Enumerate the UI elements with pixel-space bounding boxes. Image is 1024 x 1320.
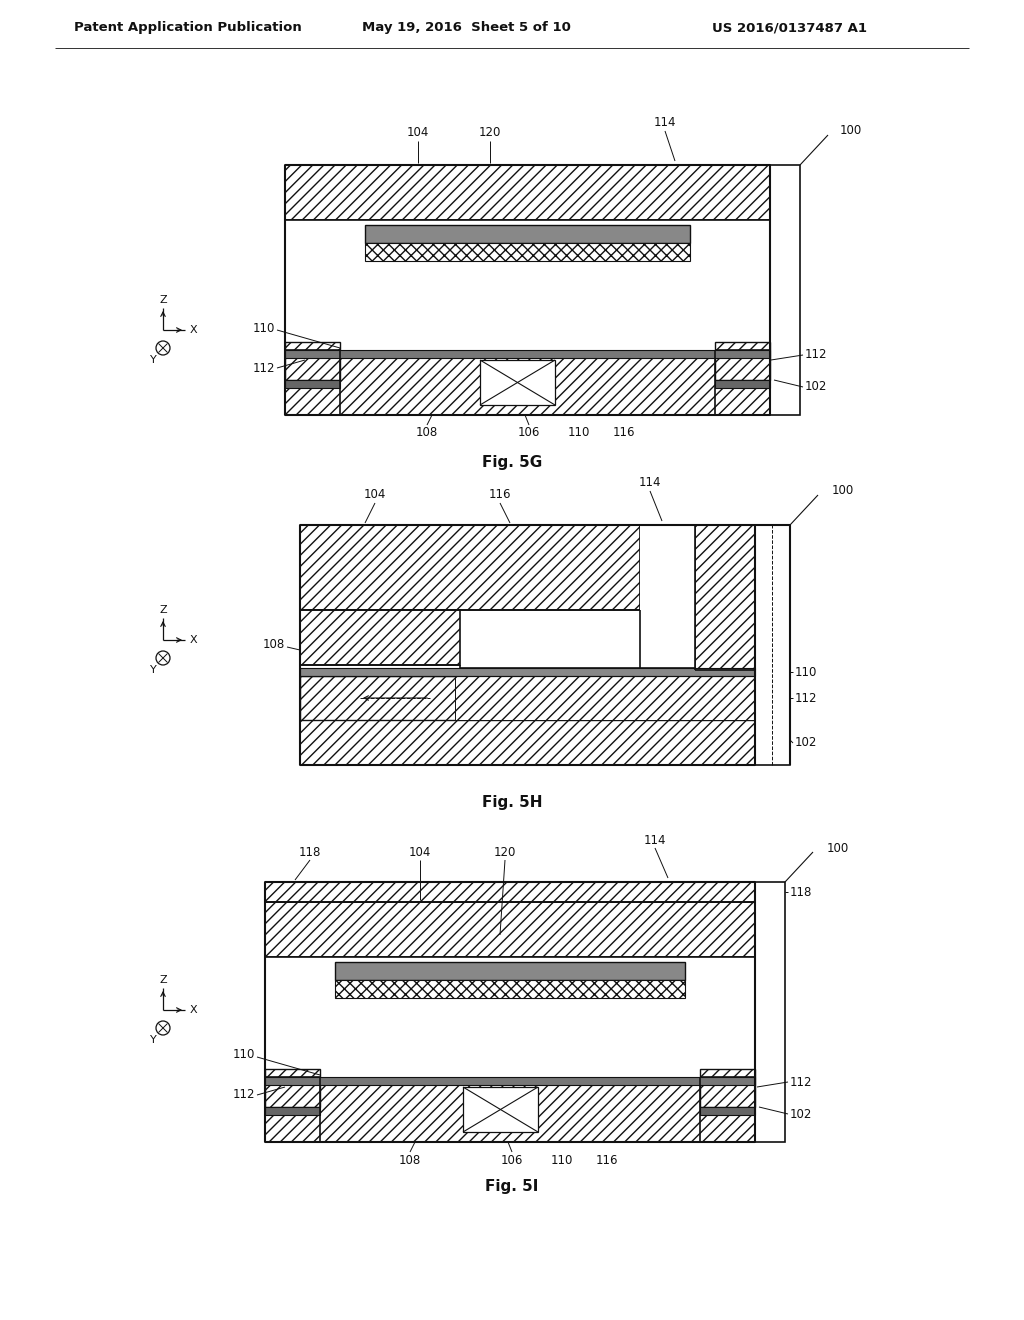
Text: 110: 110 xyxy=(253,322,275,334)
Text: Fig. 5G: Fig. 5G xyxy=(482,455,542,470)
Bar xyxy=(715,342,770,380)
Bar xyxy=(265,1077,755,1085)
Text: Z: Z xyxy=(159,605,167,615)
Text: 118: 118 xyxy=(299,846,322,858)
Text: 112: 112 xyxy=(253,362,275,375)
Bar xyxy=(300,676,755,719)
Text: 102: 102 xyxy=(805,380,827,393)
Bar xyxy=(715,380,770,388)
Circle shape xyxy=(156,1020,170,1035)
Bar xyxy=(300,610,460,665)
Text: 112: 112 xyxy=(795,692,817,705)
Text: 110: 110 xyxy=(232,1048,255,1061)
Text: 116: 116 xyxy=(612,426,635,440)
Text: 104: 104 xyxy=(407,127,429,140)
Text: Fig. 5I: Fig. 5I xyxy=(485,1180,539,1195)
Text: 116: 116 xyxy=(488,488,511,502)
Bar xyxy=(265,882,755,902)
Bar xyxy=(755,525,790,766)
Bar xyxy=(365,224,690,243)
Text: 106: 106 xyxy=(518,426,541,440)
Text: 114: 114 xyxy=(653,116,676,129)
Text: 108: 108 xyxy=(416,426,438,440)
Bar xyxy=(335,962,685,979)
Text: Patent Application Publication: Patent Application Publication xyxy=(74,21,302,34)
Bar xyxy=(285,380,340,388)
Bar xyxy=(770,165,800,414)
Circle shape xyxy=(156,651,170,665)
Bar xyxy=(300,719,755,766)
Text: 104: 104 xyxy=(364,488,386,502)
Text: Z: Z xyxy=(159,294,167,305)
Bar xyxy=(365,243,690,261)
Bar xyxy=(265,902,755,957)
Text: 110: 110 xyxy=(568,426,590,440)
Text: 100: 100 xyxy=(827,842,849,854)
Bar xyxy=(335,979,685,998)
Text: 110: 110 xyxy=(795,665,817,678)
Bar xyxy=(285,165,770,220)
Bar xyxy=(285,350,770,358)
Text: 112: 112 xyxy=(790,1076,812,1089)
Text: US 2016/0137487 A1: US 2016/0137487 A1 xyxy=(713,21,867,34)
Bar xyxy=(265,957,755,1077)
Bar xyxy=(700,1069,755,1107)
Bar xyxy=(265,1107,319,1115)
Text: Z: Z xyxy=(159,975,167,985)
Text: 108: 108 xyxy=(399,1154,421,1167)
Bar xyxy=(285,220,770,350)
Bar xyxy=(695,525,760,671)
Text: X: X xyxy=(189,1005,197,1015)
Text: 114: 114 xyxy=(639,477,662,490)
Text: 120: 120 xyxy=(479,127,501,140)
Text: 104: 104 xyxy=(409,846,431,858)
Bar xyxy=(640,525,695,668)
Text: Y: Y xyxy=(150,1035,157,1045)
Bar xyxy=(463,1086,538,1133)
Text: X: X xyxy=(189,325,197,335)
Text: 106: 106 xyxy=(501,1154,523,1167)
Text: Y: Y xyxy=(150,355,157,366)
Bar xyxy=(285,342,340,380)
Text: 108: 108 xyxy=(263,639,285,652)
Text: X: X xyxy=(189,635,197,645)
Text: Y: Y xyxy=(150,665,157,675)
Text: 116: 116 xyxy=(596,1154,618,1167)
Text: 118: 118 xyxy=(790,886,812,899)
Bar xyxy=(300,668,755,676)
Text: 120: 120 xyxy=(494,846,516,858)
Bar xyxy=(265,1077,755,1142)
Bar xyxy=(455,676,755,719)
Circle shape xyxy=(156,341,170,355)
Bar xyxy=(480,360,555,405)
Text: 100: 100 xyxy=(831,484,854,498)
Bar xyxy=(700,1107,755,1115)
Bar xyxy=(265,1069,319,1107)
Text: 100: 100 xyxy=(840,124,862,137)
Text: 114: 114 xyxy=(644,833,667,846)
Text: 102: 102 xyxy=(795,737,817,750)
Text: 112: 112 xyxy=(805,348,827,362)
Text: 110: 110 xyxy=(551,1154,573,1167)
Text: Fig. 5H: Fig. 5H xyxy=(481,796,543,810)
Text: 112: 112 xyxy=(232,1089,255,1101)
Bar xyxy=(300,525,640,610)
Bar xyxy=(285,350,770,414)
Text: 102: 102 xyxy=(790,1107,812,1121)
Bar xyxy=(755,882,785,1142)
Text: May 19, 2016  Sheet 5 of 10: May 19, 2016 Sheet 5 of 10 xyxy=(361,21,570,34)
